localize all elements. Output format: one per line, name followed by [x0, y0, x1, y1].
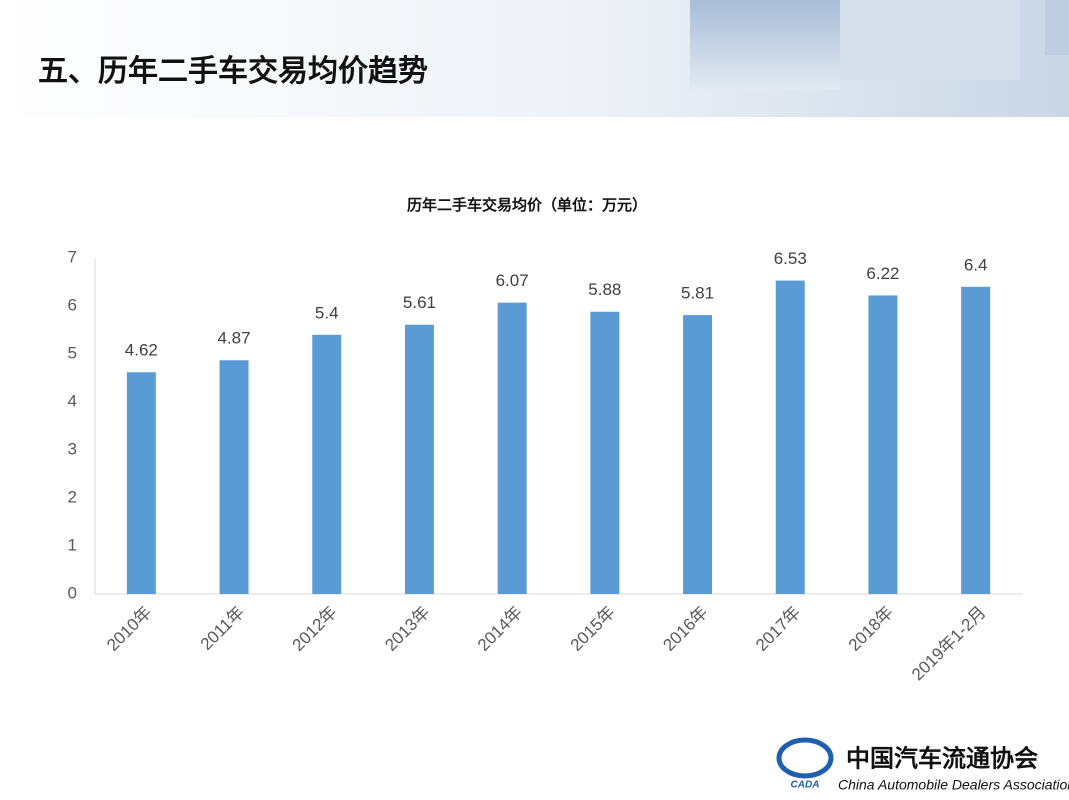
- bar: [590, 311, 620, 594]
- y-tick-label: 0: [68, 583, 77, 602]
- x-tick-label: 2014年: [474, 603, 526, 655]
- header-decoration: [690, 0, 840, 90]
- data-label: 6.22: [866, 264, 899, 283]
- logo-cn: 中国汽车流通协会: [846, 744, 1038, 772]
- x-tick-label: 2012年: [289, 603, 341, 655]
- logo-mark: [776, 737, 834, 779]
- bar: [404, 324, 434, 594]
- x-tick-label: 2017年: [752, 603, 804, 655]
- data-label: 5.4: [315, 303, 339, 322]
- x-tick-label: 2011年: [197, 603, 248, 654]
- data-label: 4.87: [218, 329, 251, 348]
- bar: [497, 302, 527, 594]
- header-decoration: [1045, 0, 1069, 55]
- logo-abbr: CADA: [791, 780, 820, 791]
- chart-title: 历年二手车交易均价（单位：万元）: [407, 196, 647, 214]
- bar: [683, 315, 713, 594]
- y-tick-label: 5: [68, 343, 77, 362]
- slide-title: 五、历年二手车交易均价趋势: [38, 54, 428, 88]
- logo: CADA 中国汽车流通协会 China Automobile Dealers A…: [776, 737, 1069, 793]
- data-label: 5.88: [588, 280, 621, 299]
- y-tick-label: 3: [68, 439, 77, 458]
- x-tick-label: 2015年: [567, 603, 619, 655]
- bar: [126, 372, 156, 594]
- bar: [775, 280, 805, 594]
- data-label: 4.62: [125, 341, 158, 360]
- data-label: 6.53: [774, 249, 807, 268]
- x-tick-label: 2018年: [845, 603, 897, 655]
- y-tick-label: 6: [68, 295, 77, 314]
- data-label: 6.07: [496, 271, 529, 290]
- bar: [312, 334, 342, 594]
- bar: [219, 360, 249, 594]
- x-tick-label: 2010年: [103, 603, 155, 655]
- y-tick-label: 4: [68, 391, 77, 410]
- x-tick-label: 2013年: [381, 603, 433, 655]
- data-label: 5.61: [403, 293, 436, 312]
- header-decoration: [840, 0, 1020, 80]
- data-label: 5.81: [681, 284, 714, 303]
- y-tick-label: 1: [68, 535, 77, 554]
- x-tick-label: 2016年: [659, 603, 711, 655]
- y-tick-label: 7: [68, 247, 77, 266]
- y-tick-label: 2: [68, 487, 77, 506]
- bar: [961, 286, 991, 594]
- bar: [868, 295, 898, 594]
- logo-en: China Automobile Dealers Association: [838, 777, 1069, 793]
- data-label: 6.4: [964, 255, 988, 274]
- x-tick-label: 2019年1-2月: [908, 603, 990, 685]
